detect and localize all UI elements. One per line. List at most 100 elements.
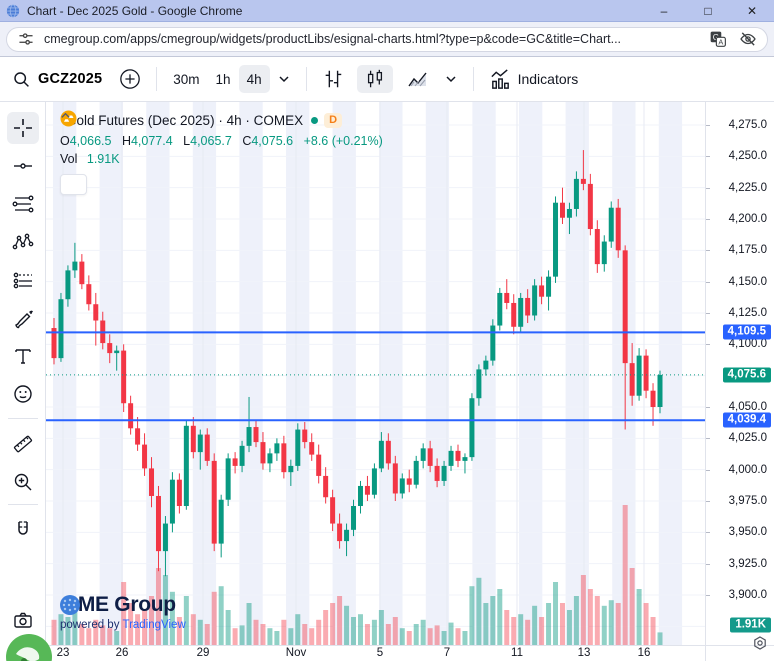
volume-bar <box>636 589 642 645</box>
price-tick-mark <box>706 469 710 471</box>
interval-1h[interactable]: 1h <box>215 71 231 87</box>
volume-bar <box>260 624 266 645</box>
interval-4h[interactable]: 4h <box>238 65 270 93</box>
volume-bar <box>51 619 57 645</box>
candle-body <box>399 478 405 494</box>
volume-bar <box>615 603 621 645</box>
zoom-in-tool[interactable] <box>7 466 39 498</box>
symbol-name[interactable]: GCZ2025 <box>38 71 103 87</box>
volume-bar <box>281 619 287 645</box>
volume-bar <box>427 628 433 645</box>
volume-bar <box>302 624 308 645</box>
screenshot-tool[interactable] <box>7 604 39 636</box>
volume-bar <box>330 603 336 645</box>
chart-style-area-button[interactable] <box>399 65 437 93</box>
symbol-search-icon[interactable] <box>12 70 31 89</box>
site-settings-icon[interactable] <box>17 30 35 48</box>
candle-body <box>128 403 134 429</box>
candle-body <box>135 428 141 445</box>
translate-icon[interactable]: G A <box>709 30 727 48</box>
maximize-button[interactable]: □ <box>704 4 712 18</box>
interval-30m[interactable]: 30m <box>173 71 200 87</box>
collapse-legend-button[interactable] <box>60 112 87 195</box>
price-tick-label: 3,975.0 <box>728 494 767 507</box>
candle-body <box>121 350 127 404</box>
chart-legend: Gold Futures (Dec 2025) · 4h · COMEX D O… <box>60 110 383 195</box>
crosshair-tool[interactable] <box>7 112 39 144</box>
toolbar-divider <box>472 67 474 91</box>
price-axis[interactable]: 4,275.0 4,250.0 4,225.0 4,200.0 4,175.0 4,150… <box>705 102 774 645</box>
volume-bar <box>323 610 329 645</box>
low-value: 4,065.7 <box>190 134 232 148</box>
trend-line-tool[interactable] <box>7 150 39 182</box>
price-level-label[interactable]: 4,109.5 <box>722 324 771 340</box>
instrument-title[interactable]: Gold Futures (Dec 2025) · 4h · COMEX <box>66 112 304 128</box>
magnet-tool[interactable] <box>7 514 39 546</box>
candle-body <box>197 434 203 453</box>
candle-body <box>420 448 426 461</box>
price-level-label[interactable]: 4,039.4 <box>722 412 771 428</box>
powered-by-text: powered by <box>60 619 120 631</box>
candle-body <box>504 292 510 303</box>
candle-body <box>239 445 245 466</box>
candle-body <box>351 506 357 530</box>
candle-body <box>253 427 259 443</box>
volume-value: 1.91K <box>86 152 120 166</box>
indicators-button[interactable]: Indicators <box>482 65 586 93</box>
time-axis[interactable]: 23 26 29 Nov 5 7 11 13 16 <box>46 645 705 661</box>
candle-body <box>448 450 454 466</box>
chat-widget-bubble[interactable] <box>4 632 54 661</box>
volume-bar <box>86 628 92 645</box>
price-tick-mark <box>706 281 710 283</box>
candle-body <box>580 178 586 184</box>
interval-menu-chevron[interactable] <box>270 65 298 93</box>
volume-bar <box>267 628 273 645</box>
volume-bar <box>246 603 252 645</box>
volume-bar <box>344 605 350 645</box>
data-mode-badge[interactable]: D <box>324 112 343 128</box>
volume-bar <box>650 617 656 645</box>
compare-add-button[interactable] <box>112 65 148 93</box>
candle-body <box>93 304 99 321</box>
volume-bar <box>594 596 600 645</box>
chart-style-menu-chevron[interactable] <box>437 65 465 93</box>
chart-style-candles-button[interactable] <box>356 65 393 93</box>
time-tick-label: 26 <box>115 647 129 659</box>
url-text[interactable]: cmegroup.com/apps/cmegroup/widgets/produ… <box>44 32 622 46</box>
volume-bar <box>580 575 586 645</box>
volume-bar <box>643 603 649 645</box>
price-tick-label: 4,050.0 <box>728 400 767 413</box>
session-band <box>239 102 263 645</box>
volume-bar <box>518 614 524 645</box>
candle-body <box>650 390 656 407</box>
chart-plot-area[interactable]: Gold Futures (Dec 2025) · 4h · COMEX D O… <box>46 102 705 645</box>
xabcd-pattern-tool[interactable] <box>7 226 39 258</box>
emoji-tool[interactable] <box>7 378 39 410</box>
chart-style-bars-button[interactable] <box>315 65 351 93</box>
text-tool[interactable] <box>7 340 39 372</box>
tradingview-link[interactable]: TradingView <box>122 619 186 631</box>
volume-bar <box>65 617 71 645</box>
long-short-position-tool[interactable] <box>7 264 39 296</box>
candle-body <box>260 442 266 464</box>
price-tick-mark <box>706 124 710 126</box>
candle-body <box>190 425 196 453</box>
volume-bar <box>204 624 210 645</box>
price-tick-mark <box>706 500 710 502</box>
axis-settings-gear-icon[interactable] <box>752 635 768 651</box>
close-button[interactable]: ✕ <box>746 4 758 18</box>
candle-body <box>364 485 370 495</box>
address-bar[interactable]: cmegroup.com/apps/cmegroup/widgets/produ… <box>6 26 768 52</box>
fib-retracement-tool[interactable] <box>7 188 39 220</box>
volume-bar <box>274 631 280 645</box>
candle-body <box>546 276 552 297</box>
measure-tool[interactable] <box>7 428 39 460</box>
minimize-button[interactable]: – <box>660 4 668 18</box>
candle-body <box>594 229 600 265</box>
eye-hidden-icon[interactable] <box>739 30 757 48</box>
volume-bar <box>135 614 141 645</box>
volume-label: Vol <box>60 152 78 166</box>
price-tick-mark <box>706 532 710 534</box>
brush-tool[interactable] <box>7 302 39 334</box>
